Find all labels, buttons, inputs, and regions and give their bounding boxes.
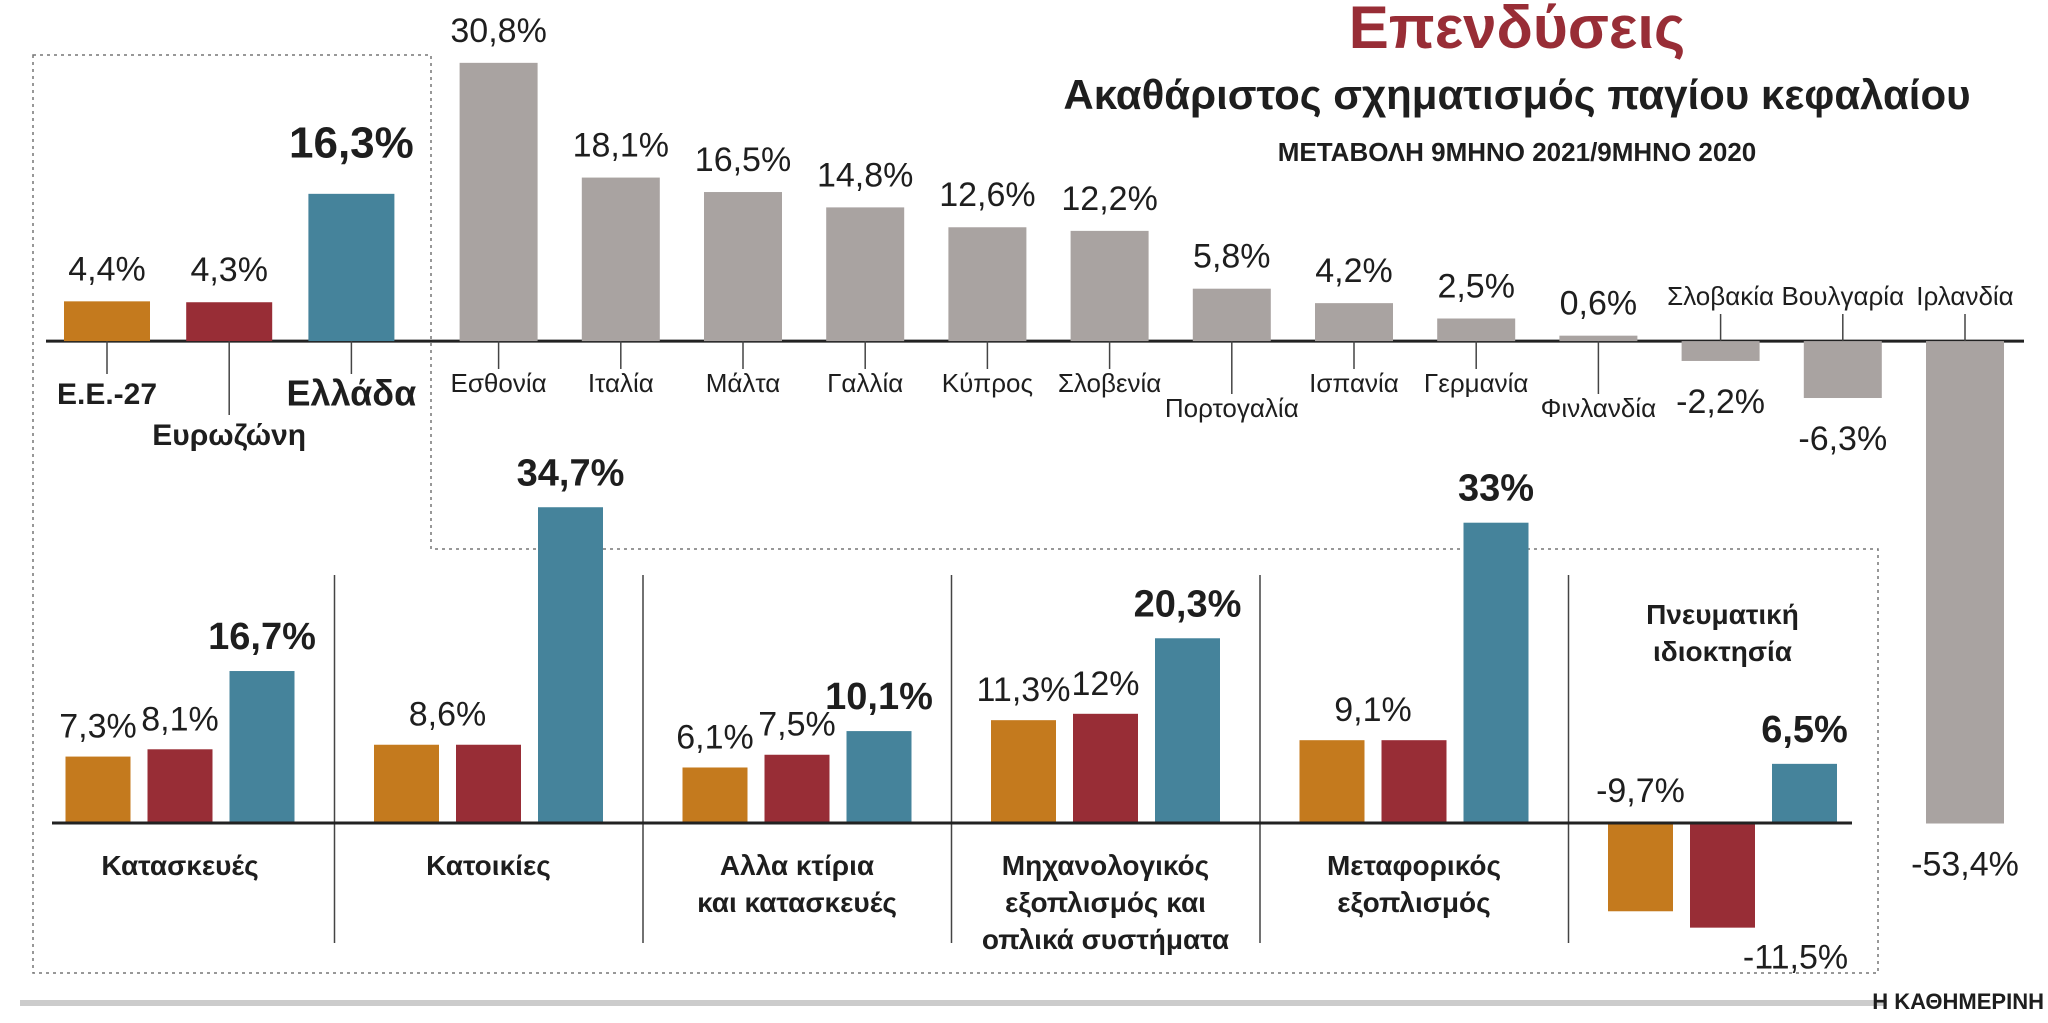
category-label: Ευρωζώνη xyxy=(152,419,306,452)
value-label: 20,3% xyxy=(1134,583,1242,625)
category-label: Εσθονία xyxy=(451,368,547,398)
value-label: 0,6% xyxy=(1560,285,1638,323)
category-label: Ισπανία xyxy=(1309,368,1399,398)
bar xyxy=(1192,288,1271,342)
bar xyxy=(764,754,830,823)
value-label: 10,1% xyxy=(825,676,933,718)
value-label: 14,8% xyxy=(817,156,913,194)
value-label: 7,5% xyxy=(758,706,836,744)
bar xyxy=(1155,638,1220,823)
value-label: 12,6% xyxy=(939,176,1035,214)
value-label: 4,3% xyxy=(190,251,268,289)
bar xyxy=(991,720,1056,823)
bar xyxy=(682,767,748,823)
chart-subtitle: Ακαθάριστος σχηματισμός παγίου κεφαλαίου xyxy=(1063,71,1970,118)
bar xyxy=(459,62,538,342)
category-label: Πνευματική ιδιοκτησία xyxy=(1646,599,1799,667)
value-label: 9,1% xyxy=(1334,691,1412,729)
category-label: Βουλγαρία xyxy=(1781,281,1904,311)
category-label: Μεταφορικός εξοπλισμός xyxy=(1326,850,1502,918)
dashed-frame xyxy=(32,54,1879,974)
value-label: 8,6% xyxy=(409,696,487,734)
bar xyxy=(704,192,782,342)
bar xyxy=(948,227,1027,342)
bar xyxy=(1690,823,1755,928)
value-label: -9,7% xyxy=(1596,772,1685,810)
value-label: 6,1% xyxy=(676,718,754,756)
value-label: 12% xyxy=(1071,665,1139,703)
source: Η ΚΑΘΗΜΕΡΙΝΗ xyxy=(1872,989,2044,1014)
bar xyxy=(826,207,905,342)
value-label: 16,7% xyxy=(208,616,316,658)
bar xyxy=(1803,341,1882,399)
value-label: -53,4% xyxy=(1911,845,2019,883)
bar xyxy=(456,744,521,823)
bar xyxy=(846,731,912,823)
bar xyxy=(1070,230,1149,342)
category-label: Σλοβενία xyxy=(1058,368,1162,398)
category-label: Αλλα κτίρια και κατασκευές xyxy=(697,850,897,918)
bar xyxy=(1463,522,1529,823)
category-label: Πορτογαλία xyxy=(1165,393,1299,423)
chart-title: Επενδύσεις xyxy=(1349,0,1686,61)
bar xyxy=(1559,335,1638,342)
category-label: Κατασκευές xyxy=(101,850,259,881)
value-label: 30,8% xyxy=(450,12,546,50)
bar xyxy=(186,302,273,342)
category-label: Φινλανδία xyxy=(1541,393,1656,423)
value-label: 4,4% xyxy=(68,250,146,288)
bar xyxy=(1299,740,1365,823)
bar xyxy=(1681,341,1760,361)
category-label: Ελλάδα xyxy=(287,373,417,414)
value-label: 5,8% xyxy=(1193,238,1271,276)
value-label: 11,3% xyxy=(977,671,1071,709)
bar xyxy=(1315,303,1393,342)
chart-note: ΜΕΤΑΒΟΛΗ 9ΜΗΝΟ 2021/9ΜΗΝΟ 2020 xyxy=(1278,137,1757,167)
bar xyxy=(308,193,395,342)
category-label: Ιταλία xyxy=(588,368,654,398)
bar xyxy=(65,756,131,823)
value-label: -6,3% xyxy=(1798,420,1887,458)
bar xyxy=(538,507,603,823)
bar xyxy=(229,671,295,823)
value-label: 8,1% xyxy=(141,700,219,738)
category-label: Κύπρος xyxy=(942,368,1033,398)
bar xyxy=(1381,740,1447,823)
bar xyxy=(374,744,439,823)
bar xyxy=(64,301,150,342)
value-label: -2,2% xyxy=(1676,383,1765,421)
bar xyxy=(1437,318,1516,342)
category-label: Γαλλία xyxy=(827,368,903,398)
value-label: 34,7% xyxy=(517,452,625,494)
bar xyxy=(581,177,660,342)
category-label: Μηχανολογικός εξοπλισμός και οπλικά συστ… xyxy=(981,850,1230,955)
category-label: Σλοβακία xyxy=(1667,281,1774,311)
bar xyxy=(1926,341,2004,824)
category-label: Μάλτα xyxy=(706,368,781,398)
category-label: Ιρλανδία xyxy=(1916,281,2013,311)
value-label: 6,5% xyxy=(1761,709,1848,751)
value-label: -11,5% xyxy=(1743,939,1848,977)
bar xyxy=(1772,763,1837,823)
bar xyxy=(147,749,213,823)
category-label: Κατοικίες xyxy=(426,850,551,881)
bar xyxy=(1073,713,1138,823)
value-label: 12,2% xyxy=(1061,180,1157,218)
category-label: Γερμανία xyxy=(1424,368,1529,398)
value-label: 2,5% xyxy=(1437,267,1515,305)
category-label: Ε.Ε.-27 xyxy=(57,378,157,411)
value-label: 18,1% xyxy=(573,127,669,165)
value-label: 33% xyxy=(1458,468,1534,510)
bar xyxy=(1608,823,1673,912)
value-label: 7,3% xyxy=(59,708,137,746)
value-label: 4,2% xyxy=(1315,252,1393,290)
value-label: 16,5% xyxy=(695,141,791,179)
value-label: 16,3% xyxy=(289,118,414,167)
